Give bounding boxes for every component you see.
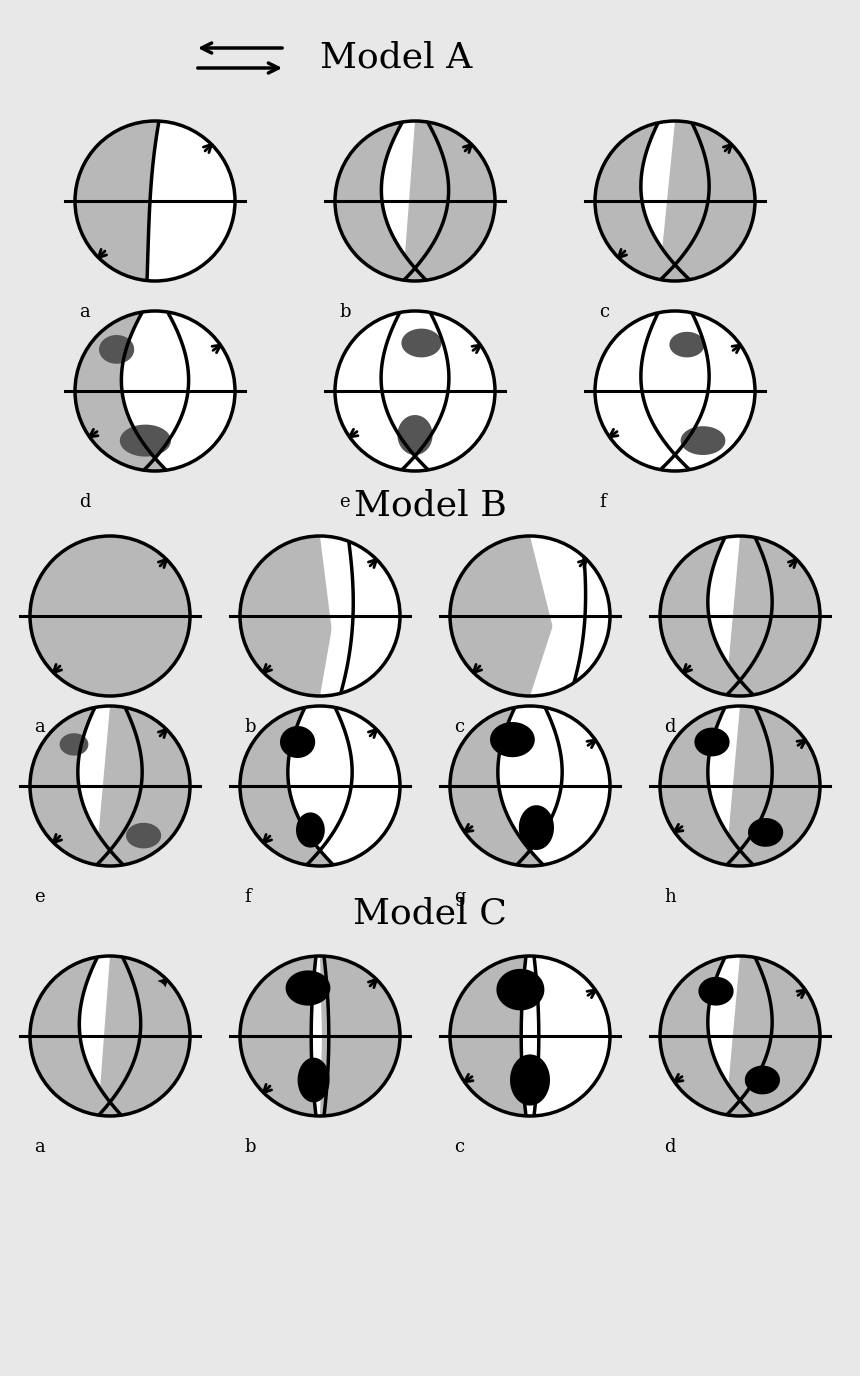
Polygon shape xyxy=(402,329,441,358)
Polygon shape xyxy=(659,121,755,281)
Ellipse shape xyxy=(240,537,400,696)
Text: d: d xyxy=(664,1138,675,1156)
Polygon shape xyxy=(59,733,89,755)
Ellipse shape xyxy=(660,706,820,866)
Text: f: f xyxy=(599,493,605,510)
Polygon shape xyxy=(30,956,122,1116)
Polygon shape xyxy=(136,980,168,1009)
Polygon shape xyxy=(280,727,316,758)
Polygon shape xyxy=(335,121,427,281)
Polygon shape xyxy=(660,537,754,696)
Ellipse shape xyxy=(30,537,190,696)
Polygon shape xyxy=(126,823,161,849)
Ellipse shape xyxy=(450,537,610,696)
Polygon shape xyxy=(726,537,820,696)
Ellipse shape xyxy=(450,706,610,866)
Polygon shape xyxy=(30,706,125,866)
Polygon shape xyxy=(75,311,167,471)
Text: e: e xyxy=(34,888,45,905)
Polygon shape xyxy=(320,537,400,696)
Text: h: h xyxy=(664,888,676,905)
Polygon shape xyxy=(286,970,330,1006)
Polygon shape xyxy=(680,427,725,455)
Polygon shape xyxy=(320,956,400,1116)
Polygon shape xyxy=(403,121,495,281)
Polygon shape xyxy=(748,817,783,846)
Polygon shape xyxy=(683,553,715,579)
Text: f: f xyxy=(244,888,250,905)
Polygon shape xyxy=(595,121,691,281)
Text: d: d xyxy=(79,493,90,510)
Text: g: g xyxy=(454,888,465,905)
Ellipse shape xyxy=(335,311,495,471)
Text: c: c xyxy=(599,303,609,321)
Polygon shape xyxy=(765,652,797,678)
Ellipse shape xyxy=(240,706,400,866)
Polygon shape xyxy=(298,1058,329,1102)
Polygon shape xyxy=(496,969,544,1010)
Polygon shape xyxy=(95,706,190,866)
Polygon shape xyxy=(698,977,734,1006)
Polygon shape xyxy=(726,956,820,1116)
Text: Model B: Model B xyxy=(353,488,507,523)
Polygon shape xyxy=(98,956,190,1116)
Polygon shape xyxy=(510,1054,550,1105)
Ellipse shape xyxy=(450,956,610,1116)
Polygon shape xyxy=(355,244,395,267)
Polygon shape xyxy=(296,812,325,848)
Polygon shape xyxy=(240,956,320,1116)
Ellipse shape xyxy=(660,956,820,1116)
Text: b: b xyxy=(339,303,351,321)
Polygon shape xyxy=(99,334,134,363)
Text: c: c xyxy=(454,1138,464,1156)
Polygon shape xyxy=(48,1064,83,1097)
Text: a: a xyxy=(34,718,45,736)
Ellipse shape xyxy=(75,311,235,471)
Polygon shape xyxy=(660,956,754,1116)
Polygon shape xyxy=(75,121,159,281)
Polygon shape xyxy=(450,706,544,866)
Ellipse shape xyxy=(30,706,190,866)
Text: Model A: Model A xyxy=(320,41,472,76)
Text: a: a xyxy=(34,1138,45,1156)
Ellipse shape xyxy=(75,121,235,281)
Polygon shape xyxy=(240,706,335,866)
Polygon shape xyxy=(519,805,554,850)
Ellipse shape xyxy=(595,121,755,281)
Text: d: d xyxy=(664,718,675,736)
Polygon shape xyxy=(450,956,530,1116)
Polygon shape xyxy=(530,537,610,696)
Text: b: b xyxy=(244,718,255,736)
Ellipse shape xyxy=(595,311,755,471)
Polygon shape xyxy=(669,332,704,358)
Text: b: b xyxy=(244,1138,255,1156)
Polygon shape xyxy=(490,722,535,757)
Polygon shape xyxy=(745,1065,780,1094)
Text: c: c xyxy=(454,718,464,736)
Ellipse shape xyxy=(30,956,190,1116)
Ellipse shape xyxy=(240,956,400,1116)
Text: Model C: Model C xyxy=(353,897,507,932)
Text: a: a xyxy=(79,303,89,321)
Polygon shape xyxy=(694,728,729,757)
Polygon shape xyxy=(397,416,433,455)
Polygon shape xyxy=(660,706,754,866)
Ellipse shape xyxy=(335,121,495,281)
Polygon shape xyxy=(685,238,729,267)
Text: e: e xyxy=(339,493,350,510)
Polygon shape xyxy=(726,706,820,866)
Polygon shape xyxy=(120,425,171,457)
Ellipse shape xyxy=(660,537,820,696)
